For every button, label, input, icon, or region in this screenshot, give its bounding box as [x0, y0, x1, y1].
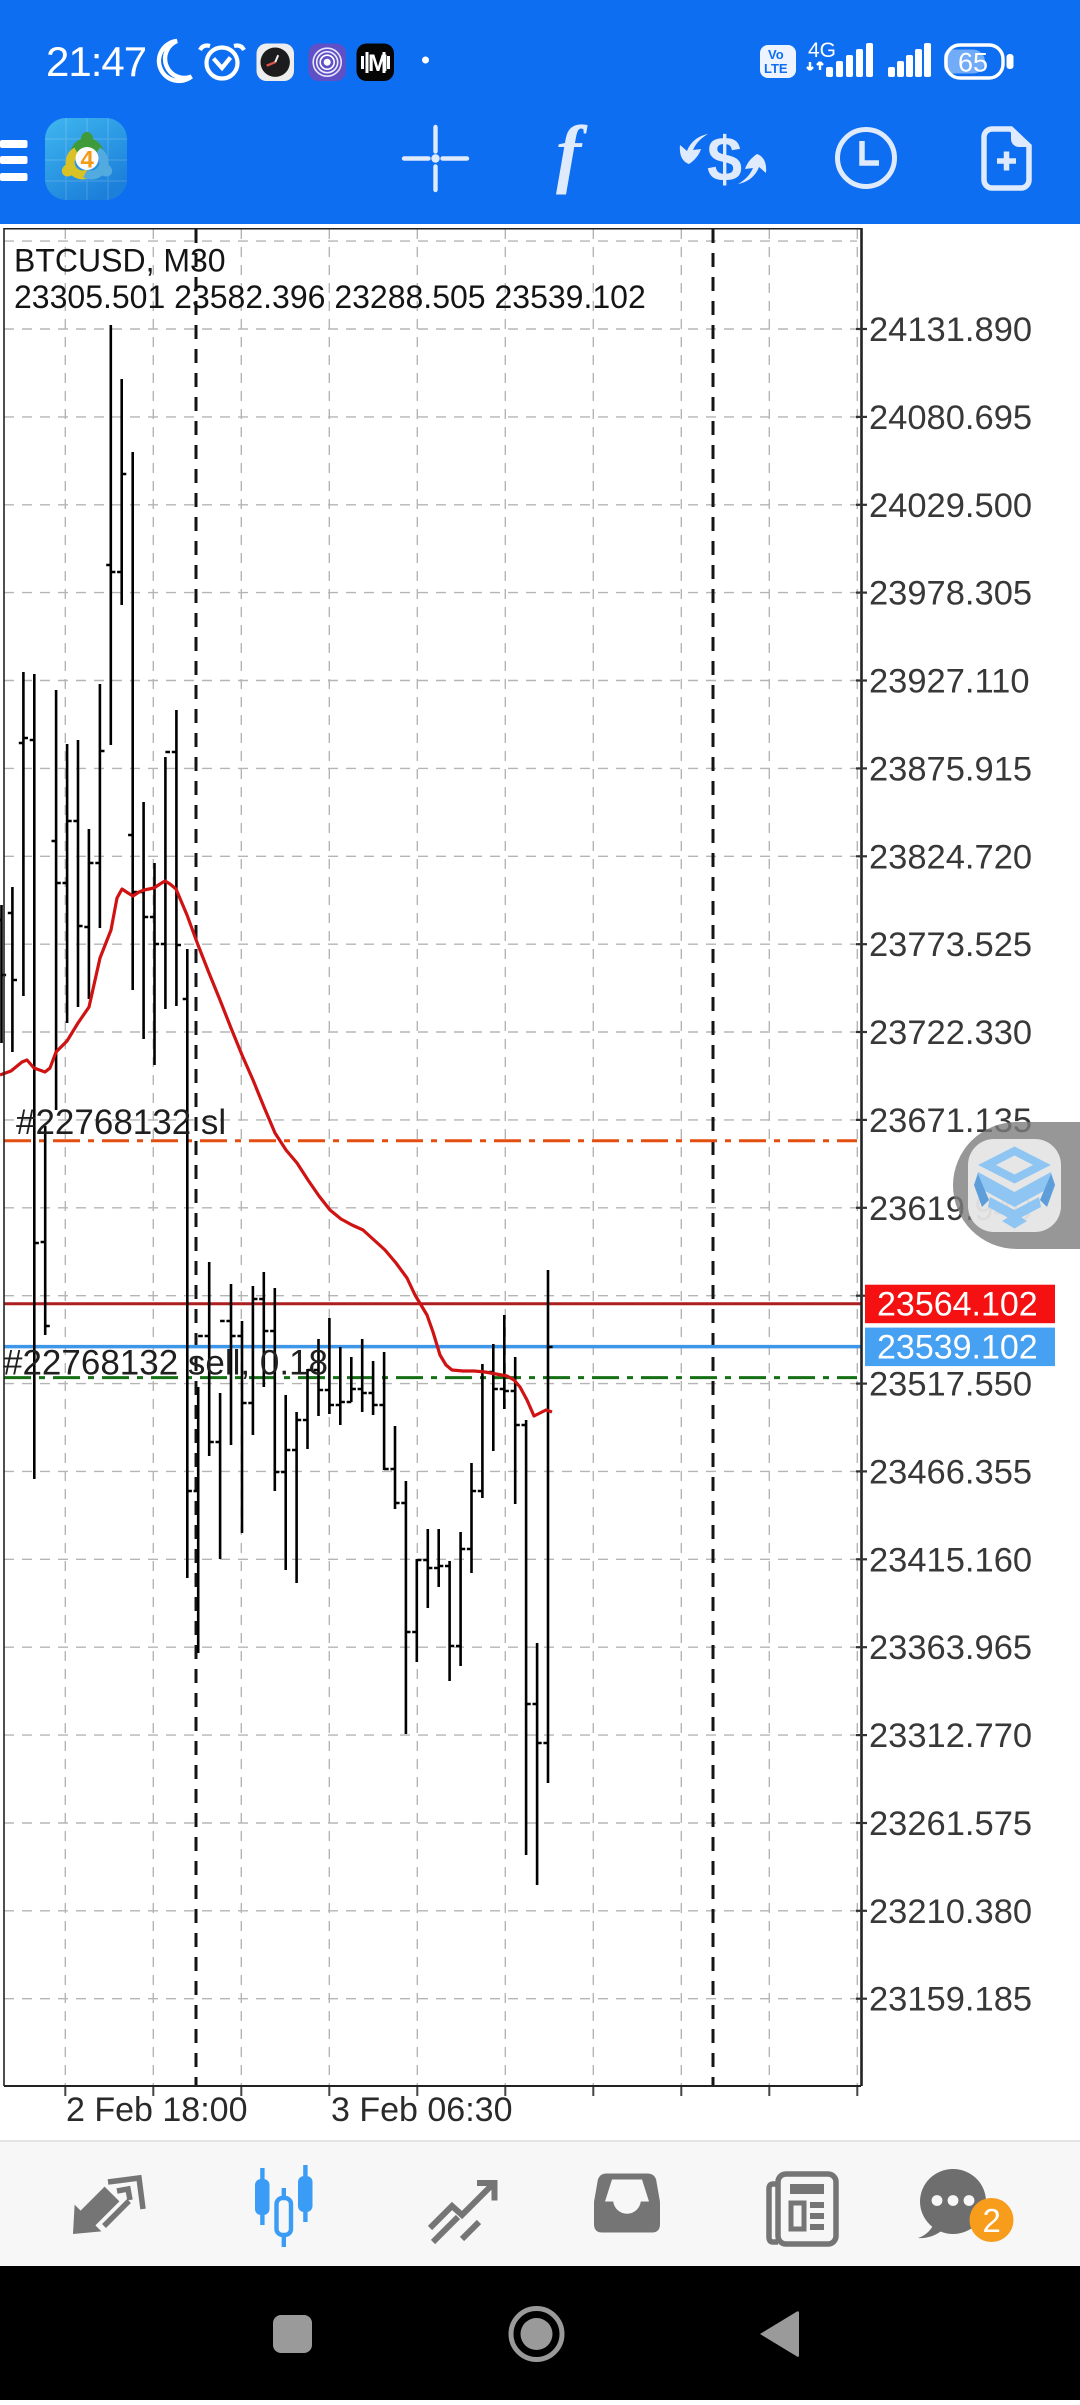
- svg-text:4: 4: [81, 147, 95, 174]
- svg-text:23927.110: 23927.110: [869, 663, 1030, 701]
- svg-text:Vo: Vo: [768, 47, 784, 62]
- svg-text:BTCUSD, M30: BTCUSD, M30: [14, 243, 226, 279]
- svg-text:23415.160: 23415.160: [869, 1541, 1032, 1579]
- svg-text:23824.720: 23824.720: [869, 838, 1032, 876]
- svg-text:#22768132 sl: #22768132 sl: [16, 1103, 226, 1142]
- svg-text:2 Feb 18:00: 2 Feb 18:00: [66, 2091, 247, 2129]
- svg-text:23539.102: 23539.102: [877, 1329, 1038, 1367]
- svg-text:24131.890: 24131.890: [869, 311, 1032, 349]
- svg-text:2: 2: [983, 2202, 1001, 2239]
- svg-text:23210.380: 23210.380: [869, 1893, 1032, 1931]
- svg-text:23517.550: 23517.550: [869, 1366, 1032, 1404]
- svg-text:23466.355: 23466.355: [869, 1453, 1032, 1491]
- svg-text:3 Feb 06:30: 3 Feb 06:30: [331, 2091, 512, 2129]
- svg-text:21:47: 21:47: [46, 38, 146, 85]
- svg-text:M: M: [368, 50, 388, 77]
- svg-text:#22768132 sell, 0.18: #22768132 sell, 0.18: [3, 1344, 328, 1383]
- svg-text:23773.525: 23773.525: [869, 926, 1032, 964]
- svg-text:24080.695: 24080.695: [869, 399, 1032, 437]
- svg-text:23978.305: 23978.305: [869, 575, 1032, 613]
- svg-text:f: f: [556, 111, 588, 195]
- svg-text:$: $: [707, 125, 742, 195]
- svg-text:23305.501 23582.396 23288.505: 23305.501 23582.396 23288.505 23539.102: [14, 279, 646, 315]
- svg-text:23875.915: 23875.915: [869, 750, 1032, 788]
- svg-text:24029.500: 24029.500: [869, 487, 1032, 525]
- svg-text:LTE: LTE: [764, 61, 788, 76]
- svg-text:23312.770: 23312.770: [869, 1717, 1032, 1755]
- svg-text:23261.575: 23261.575: [869, 1805, 1032, 1843]
- svg-text:23564.102: 23564.102: [877, 1286, 1038, 1324]
- svg-text:23363.965: 23363.965: [869, 1629, 1032, 1667]
- svg-text:4G: 4G: [808, 39, 836, 62]
- svg-text:23159.185: 23159.185: [869, 1981, 1032, 2019]
- svg-text:23722.330: 23722.330: [869, 1014, 1032, 1052]
- svg-text:65: 65: [958, 48, 988, 78]
